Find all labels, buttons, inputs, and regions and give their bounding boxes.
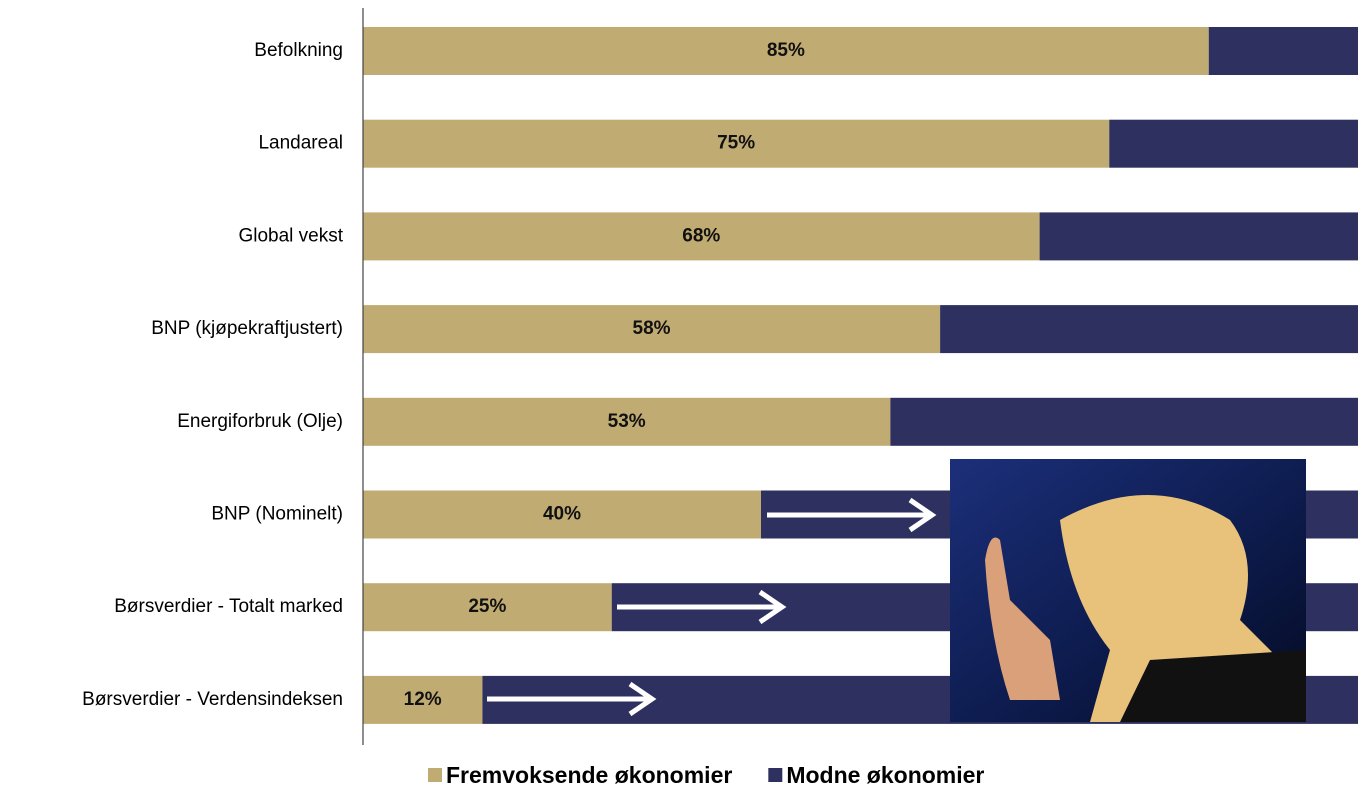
y-tick-label: BNP (kjøpekraftjustert) — [151, 318, 343, 339]
bar-segment — [363, 119, 1110, 168]
y-tick-label: Befolkning — [254, 40, 343, 61]
data-label: 12% — [404, 689, 442, 710]
bar-segment — [363, 212, 1040, 261]
arrow — [767, 497, 937, 533]
bar-segment — [363, 583, 612, 632]
arrow — [617, 589, 787, 625]
data-label: 68% — [682, 225, 720, 246]
arrows — [487, 497, 937, 717]
y-tick-label: BNP (Nominelt) — [211, 504, 343, 525]
data-label: 25% — [468, 596, 506, 617]
bar-segment — [363, 675, 483, 724]
photo-hand — [985, 537, 1060, 700]
legend: Fremvoksende økonomier Modne økonomier — [428, 762, 984, 788]
photo-suit — [1120, 650, 1306, 722]
data-label: 40% — [543, 504, 581, 525]
photo — [950, 459, 1306, 722]
bar-segment — [1109, 119, 1358, 168]
bar-segment — [1039, 212, 1358, 261]
legend-swatch — [428, 768, 442, 782]
bar-segment — [1208, 27, 1358, 75]
y-tick-label: Børsverdier - Verdensindeksen — [82, 689, 343, 710]
y-tick-label: Global vekst — [238, 225, 343, 246]
data-label: 75% — [717, 133, 755, 154]
bar-segment — [363, 27, 1209, 75]
y-tick-label: Landareal — [258, 133, 343, 154]
bars — [363, 27, 1358, 724]
bar-segment — [363, 490, 761, 539]
bar-segment — [890, 397, 1358, 446]
legend-label: Modne økonomier — [786, 762, 984, 788]
data-label: 53% — [608, 411, 646, 432]
bar-segment — [363, 397, 891, 446]
arrow — [487, 681, 657, 717]
data-label: 85% — [767, 40, 805, 61]
legend-label: Fremvoksende økonomier — [446, 762, 732, 788]
data-label: 58% — [633, 318, 671, 339]
bar-segment — [940, 305, 1358, 354]
legend-swatch — [768, 768, 783, 782]
y-tick-label: Børsverdier - Totalt marked — [114, 596, 343, 617]
y-tick-label: Energiforbruk (Olje) — [177, 411, 343, 432]
bar-segment — [363, 305, 941, 354]
